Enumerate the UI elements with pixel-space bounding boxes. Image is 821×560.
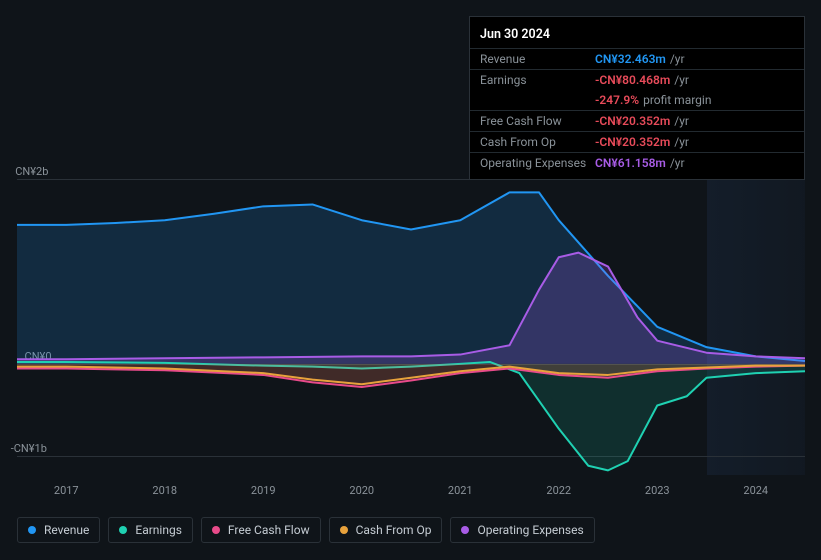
legend-label: Operating Expenses <box>477 523 583 537</box>
tooltip-rows: RevenueCN¥32.463m/yrEarnings-CN¥80.468m/… <box>470 48 804 173</box>
legend: Revenue Earnings Free Cash Flow Cash From O… <box>17 517 595 543</box>
legend-dot-icon <box>119 526 127 534</box>
legend-item[interactable]: Operating Expenses <box>450 517 594 543</box>
x-axis-label: 2020 <box>349 484 374 497</box>
tooltip-row-label: Free Cash Flow <box>480 114 595 128</box>
tooltip-panel: Jun 30 2024 RevenueCN¥32.463m/yrEarnings… <box>469 16 805 180</box>
x-axis-label: 2022 <box>546 484 571 497</box>
legend-dot-icon <box>212 526 220 534</box>
chart-container: Jun 30 2024 RevenueCN¥32.463m/yrEarnings… <box>0 0 821 560</box>
tooltip-row: Free Cash Flow-CN¥20.352m/yr <box>470 110 804 131</box>
legend-label: Earnings <box>135 523 182 537</box>
tooltip-row-value: CN¥32.463m <box>595 52 666 66</box>
tooltip-row: Operating ExpensesCN¥61.158m/yr <box>470 152 804 173</box>
legend-item[interactable]: Free Cash Flow <box>201 517 321 543</box>
tooltip-row-label: Cash From Op <box>480 135 595 149</box>
tooltip-row-label <box>480 93 595 107</box>
x-axis-label: 2018 <box>152 484 177 497</box>
tooltip-row: RevenueCN¥32.463m/yr <box>470 48 804 69</box>
legend-item[interactable]: Revenue <box>17 517 100 543</box>
tooltip-row-value: -CN¥20.352m <box>595 135 670 149</box>
legend-dot-icon <box>461 526 469 534</box>
x-axis-label: 2024 <box>743 484 768 497</box>
x-axis-labels: 2017 2018 2019 2020 2021 2022 2023 2024 <box>17 484 805 504</box>
tooltip-row-label: Earnings <box>480 73 595 87</box>
legend-item[interactable]: Cash From Op <box>329 517 443 543</box>
tooltip-row: Earnings-CN¥80.468m/yr <box>470 69 804 90</box>
x-axis-label: 2019 <box>251 484 276 497</box>
tooltip-row-value: -CN¥80.468m <box>595 73 670 87</box>
tooltip-row-label: Revenue <box>480 52 595 66</box>
x-axis-label: 2023 <box>645 484 670 497</box>
legend-dot-icon <box>28 526 36 534</box>
legend-item[interactable]: Earnings <box>108 517 193 543</box>
tooltip-row-unit: /yr <box>674 135 689 149</box>
chart-plot-area[interactable]: CN¥2bCN¥0-CN¥1b <box>17 160 805 475</box>
tooltip-row-unit: profit margin <box>643 93 711 107</box>
tooltip-row-unit: /yr <box>674 73 689 87</box>
chart-svg <box>17 160 805 475</box>
tooltip-row: -247.9% profit margin <box>470 90 804 110</box>
legend-label: Cash From Op <box>356 523 432 537</box>
x-axis-label: 2021 <box>448 484 473 497</box>
tooltip-row-value: -CN¥20.352m <box>595 114 670 128</box>
legend-label: Revenue <box>44 523 89 537</box>
tooltip-row: Cash From Op-CN¥20.352m/yr <box>470 131 804 152</box>
legend-label: Free Cash Flow <box>228 523 310 537</box>
tooltip-row-label: Operating Expenses <box>480 156 595 170</box>
tooltip-date: Jun 30 2024 <box>470 23 804 48</box>
tooltip-row-unit: /yr <box>670 156 685 170</box>
x-axis-label: 2017 <box>54 484 79 497</box>
tooltip-row-value: -247.9% <box>595 93 639 107</box>
tooltip-row-unit: /yr <box>670 52 685 66</box>
tooltip-row-unit: /yr <box>674 114 689 128</box>
tooltip-row-value: CN¥61.158m <box>595 156 666 170</box>
legend-dot-icon <box>340 526 348 534</box>
